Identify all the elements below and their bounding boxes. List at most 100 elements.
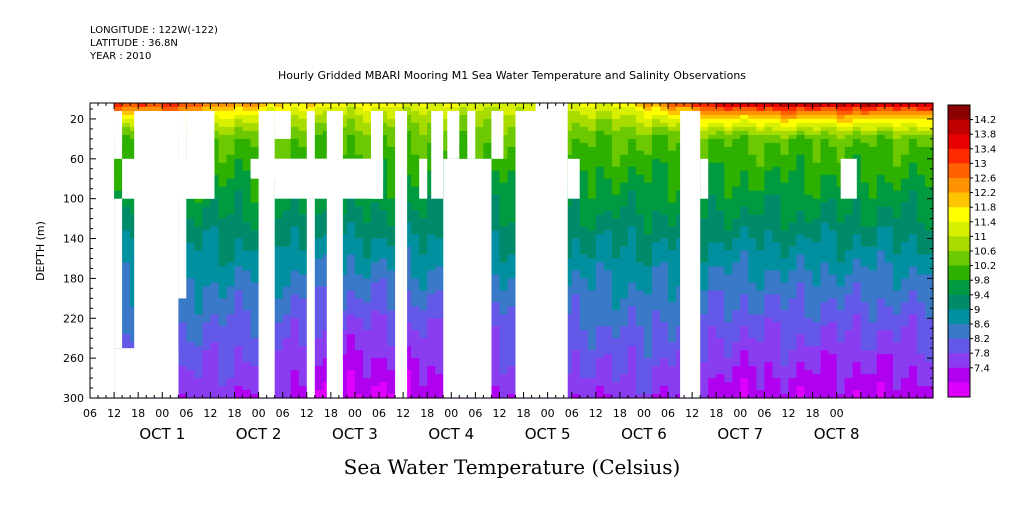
heatmap-cell: [403, 302, 412, 307]
heatmap-cell: [338, 298, 348, 303]
heatmap-cell: [579, 274, 589, 279]
heatmap-cell: [475, 111, 484, 116]
heatmap-cell: [226, 378, 236, 383]
heatmap-cell: [579, 346, 589, 351]
heatmap-cell: [491, 198, 500, 204]
heatmap-cell: [226, 111, 236, 116]
heatmap-cell: [379, 250, 388, 256]
heatmap-cell: [314, 238, 324, 244]
heatmap-cell: [587, 238, 597, 244]
heatmap-cell: [435, 298, 444, 303]
heatmap-cell: [387, 318, 396, 323]
heatmap-cell: [242, 250, 252, 256]
heatmap-cell: [499, 115, 509, 120]
heatmap-cell: [122, 246, 131, 252]
heatmap-cell: [499, 226, 509, 232]
heatmap-cell: [234, 170, 244, 176]
heatmap-cell: [571, 310, 581, 315]
heatmap-cell: [507, 310, 517, 315]
heatmap-cell: [298, 370, 308, 375]
heatmap-cell: [595, 362, 605, 367]
heatmap-cell: [194, 202, 203, 208]
heatmap-cell: [435, 242, 444, 248]
heatmap-cell: [234, 134, 244, 140]
heatmap-cell: [274, 286, 284, 291]
heatmap-cell: [274, 206, 284, 212]
heatmap-cell: [290, 126, 300, 132]
heatmap-cell: [611, 310, 621, 315]
heatmap-cell: [290, 254, 300, 260]
heatmap-cell: [234, 258, 244, 264]
heatmap-cell: [354, 338, 364, 343]
heatmap-cell: [282, 290, 292, 295]
heatmap-cell: [298, 262, 308, 268]
heatmap-cell: [587, 362, 597, 367]
heatmap-cell: [619, 282, 629, 287]
heatmap-cell: [619, 218, 629, 224]
heatmap-cell: [387, 234, 396, 240]
heatmap-cell: [611, 103, 621, 108]
heatmap-cell: [250, 322, 260, 327]
heatmap-cell: [218, 274, 228, 279]
heatmap-cell: [210, 194, 219, 200]
heatmap-cell: [250, 242, 260, 248]
heatmap-cell: [435, 342, 444, 347]
heatmap-cell: [499, 294, 509, 299]
heatmap-cell: [346, 242, 356, 248]
heatmap-cell: [499, 362, 509, 367]
heatmap-cell: [282, 310, 292, 315]
heatmap-cell: [234, 390, 244, 395]
heatmap-cell: [579, 278, 589, 283]
heatmap-cell: [363, 274, 372, 279]
heatmap-cell: [499, 206, 509, 212]
heatmap-cell: [194, 246, 203, 252]
heatmap-cell: [346, 334, 356, 339]
heatmap-cell: [611, 158, 621, 164]
heatmap-cell: [563, 346, 573, 351]
heatmap-cell: [298, 306, 308, 311]
heatmap-cell: [346, 270, 356, 275]
heatmap-cell: [387, 190, 396, 196]
heatmap-cell: [130, 107, 139, 112]
heatmap-cell: [403, 326, 412, 331]
heatmap-cell: [274, 326, 284, 331]
heatmap-cell: [491, 330, 500, 335]
heatmap-cell: [603, 166, 613, 172]
heatmap-cell: [338, 354, 348, 359]
heatmap-cell: [619, 202, 629, 208]
heatmap-cell: [403, 190, 412, 196]
heatmap-cell: [234, 126, 244, 132]
heatmap-cell: [499, 342, 509, 347]
heatmap-cell: [242, 278, 252, 283]
heatmap-cell: [186, 107, 195, 112]
heatmap-cell: [234, 310, 244, 315]
heatmap-cell: [387, 107, 396, 112]
heatmap-cell: [122, 334, 131, 339]
heatmap-cell: [403, 234, 412, 240]
heatmap-cell: [354, 386, 364, 391]
heatmap-cell: [483, 154, 492, 160]
heatmap-cell: [250, 142, 260, 148]
heatmap-cell: [282, 230, 292, 236]
heatmap-cell: [419, 242, 428, 248]
heatmap-cell: [587, 107, 597, 112]
heatmap-cell: [595, 150, 605, 156]
heatmap-cell: [314, 362, 324, 367]
heatmap-cell: [427, 246, 436, 252]
heatmap-cell: [218, 374, 228, 379]
heatmap-cell: [419, 210, 428, 216]
heatmap-cell: [178, 354, 187, 359]
heatmap-cell: [234, 138, 244, 144]
heatmap-cell: [595, 334, 605, 339]
heatmap-cell: [491, 206, 500, 212]
heatmap-cell: [411, 342, 420, 347]
heatmap-cell: [226, 374, 236, 379]
heatmap-cell: [411, 162, 420, 168]
heatmap-cell: [515, 103, 525, 108]
heatmap-cell: [371, 330, 380, 335]
heatmap-cell: [242, 298, 252, 303]
heatmap-cell: [419, 382, 428, 387]
heatmap-cell: [627, 142, 637, 148]
heatmap-cell: [146, 107, 155, 112]
heatmap-cell: [298, 350, 308, 355]
